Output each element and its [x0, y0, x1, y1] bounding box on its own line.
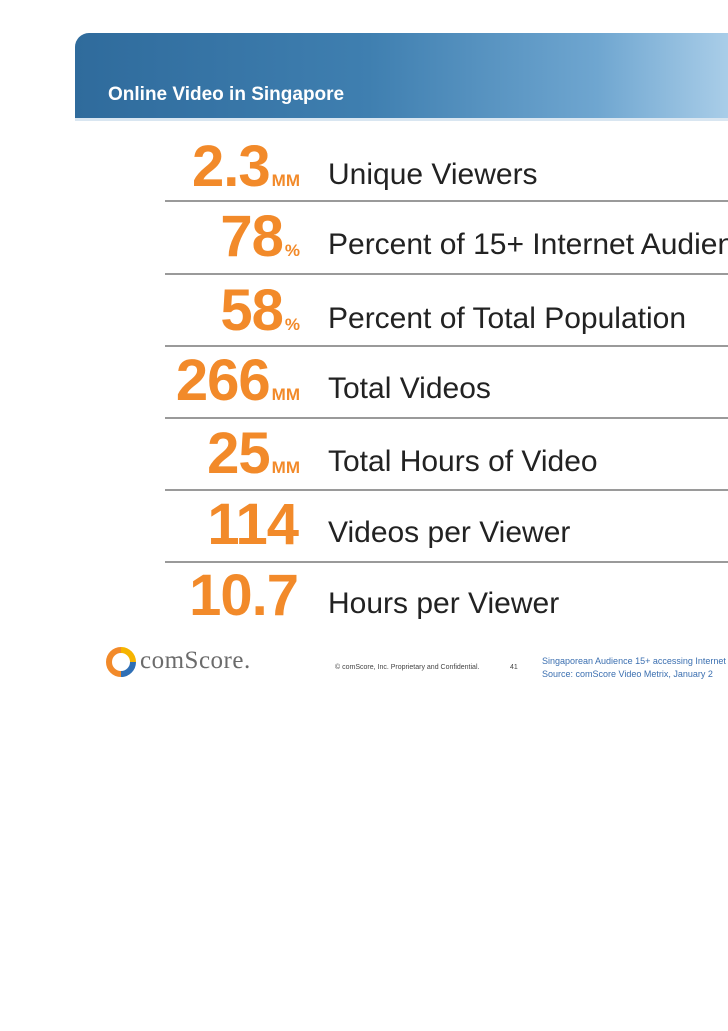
divider	[165, 273, 728, 275]
slide: Online Video in Singapore 2.3 MM Unique V…	[0, 33, 728, 690]
banner-stripe	[75, 118, 728, 121]
stat-value: 2.3	[192, 134, 271, 199]
stat-row-total-videos: 266 MM Total Videos	[0, 350, 728, 410]
divider	[165, 200, 728, 202]
stat-value: 78	[220, 204, 284, 269]
title-banner	[75, 33, 728, 120]
stat-row-hours-per-viewer: 10.7 Hours per Viewer	[0, 565, 728, 625]
stat-row-internet-audience: 78% Percent of 15+ Internet Audience	[0, 206, 728, 266]
stat-label: Hours per Viewer	[328, 587, 560, 620]
stat-number: 25 MM	[207, 425, 300, 483]
stat-row-unique-viewers: 2.3 MM Unique Viewers	[0, 136, 728, 196]
stat-number: 58%	[220, 282, 300, 340]
stat-value: 25	[207, 421, 271, 486]
divider	[165, 417, 728, 419]
stat-unit: MM	[271, 458, 300, 477]
stat-label: Percent of 15+ Internet Audience	[328, 228, 728, 261]
stat-value: 58	[220, 278, 284, 343]
stat-label: Unique Viewers	[328, 158, 538, 191]
stat-label: Total Videos	[328, 372, 491, 405]
stat-value: 10.7	[189, 563, 299, 628]
stat-value: 114	[207, 492, 299, 557]
stat-value: 266	[175, 348, 271, 413]
source-note: Source: comScore Video Metrix, January 2	[542, 669, 713, 679]
divider	[165, 489, 728, 491]
audience-note: Singaporean Audience 15+ accessing Inter…	[542, 656, 726, 666]
comscore-logo-icon	[106, 647, 136, 677]
stat-unit: %	[284, 241, 300, 260]
stat-number: 266 MM	[176, 352, 300, 410]
stat-number: 114	[207, 496, 300, 554]
logo-text: comScore.	[140, 647, 251, 674]
stat-label: Videos per Viewer	[328, 516, 571, 549]
stat-number: 78%	[220, 208, 300, 266]
stat-label: Percent of Total Population	[328, 302, 687, 335]
stat-label: Total Hours of Video	[328, 445, 598, 478]
divider	[165, 345, 728, 347]
stat-unit: MM	[271, 385, 300, 404]
stat-row-videos-per-viewer: 114 Videos per Viewer	[0, 494, 728, 554]
stat-number: 2.3 MM	[192, 138, 300, 196]
stat-unit: %	[284, 315, 300, 334]
stat-unit: MM	[271, 171, 300, 190]
divider	[165, 561, 728, 563]
page-title: Online Video in Singapore	[108, 84, 345, 105]
stat-row-total-hours: 25 MM Total Hours of Video	[0, 423, 728, 483]
copyright-text: © comScore, Inc. Proprietary and Confide…	[335, 664, 480, 671]
page-number: 41	[510, 664, 518, 671]
footer: comScore. © comScore, Inc. Proprietary a…	[0, 640, 728, 690]
comscore-logo: comScore.	[106, 647, 276, 677]
stat-row-total-population: 58% Percent of Total Population	[0, 280, 728, 340]
stat-number: 10.7	[189, 567, 300, 625]
